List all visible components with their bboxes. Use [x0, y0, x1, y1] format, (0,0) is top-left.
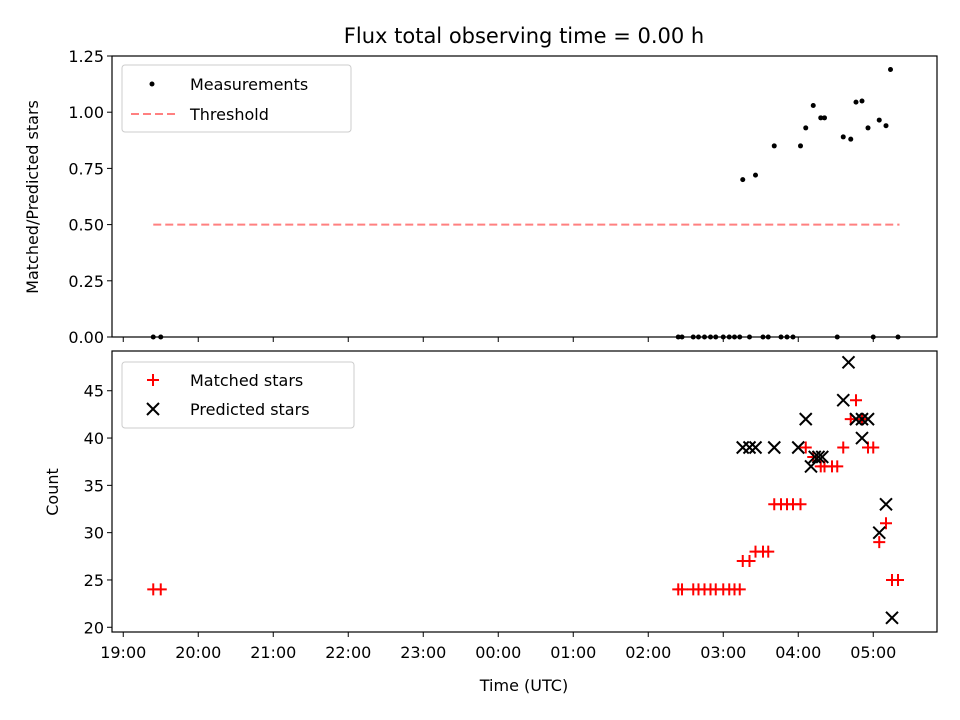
- measurements-point: [803, 125, 809, 131]
- top-plot: 0.00 0.25 0.50 0.75 1.00 1.25: [68, 47, 938, 347]
- predicted-stars-point: [742, 440, 757, 455]
- legend-threshold-label: Threshold: [189, 105, 269, 124]
- y-tick-label: 25: [84, 571, 104, 590]
- x-tick-label: 02:00: [625, 643, 671, 662]
- chart-title: Flux total observing time = 0.00 h: [344, 24, 704, 48]
- x-tick-label: 19:00: [100, 643, 146, 662]
- measurements-point: [859, 98, 865, 104]
- predicted-stars-point: [879, 497, 893, 511]
- x-tick-label: 05:00: [850, 643, 896, 662]
- top-legend-box: [121, 64, 352, 133]
- x-tick-label: 22:00: [325, 643, 371, 662]
- y-tick-label: 0.75: [68, 159, 104, 178]
- measurements-point: [818, 115, 824, 121]
- bottom-legend-box: [121, 361, 355, 429]
- predicted-stars-point: [811, 450, 826, 464]
- matched-stars-point: [880, 517, 892, 530]
- measurements-point: [876, 117, 882, 123]
- matched-stars-point: [867, 441, 880, 454]
- bottom-legend: Matched stars Predicted stars: [121, 361, 355, 429]
- measurements-point: [798, 143, 803, 149]
- predicted-stars-point: [849, 412, 863, 426]
- predicted-stars-point: [836, 393, 850, 407]
- matched-stars-point: [850, 394, 862, 407]
- x-tick-label: 21:00: [250, 643, 296, 662]
- predicted-stars-point: [855, 412, 869, 426]
- predicted-stars-point: [855, 431, 869, 445]
- matched-stars-point: [799, 441, 812, 454]
- matched-stars-point: [837, 441, 850, 454]
- measurements-point: [853, 99, 859, 105]
- legend-measurements-label: Measurements: [190, 75, 308, 94]
- x-tick-label: 20:00: [175, 643, 221, 662]
- measurements-point: [822, 115, 827, 121]
- x-tick-label: 01:00: [550, 643, 596, 662]
- x-axis-label: Time (UTC): [479, 676, 568, 695]
- predicted-stars-point: [804, 459, 818, 474]
- predicted-stars-point: [748, 440, 763, 455]
- matched-stars-point: [743, 555, 756, 568]
- plot-frame: [111, 350, 938, 633]
- x-tick-label: 23:00: [400, 643, 446, 662]
- measurements-point: [865, 125, 871, 131]
- measurements-point: [848, 136, 854, 142]
- legend-predicted-marker: [146, 402, 160, 416]
- y-tick-label: 40: [84, 429, 104, 448]
- predicted-stars-point: [799, 412, 813, 426]
- y-tick-label: 30: [84, 524, 104, 543]
- top-legend: Measurements Threshold: [121, 64, 352, 133]
- predicted-stars-point: [815, 450, 829, 464]
- matched-stars-point: [892, 573, 904, 586]
- measurements-point: [810, 102, 816, 108]
- measurements-point: [883, 123, 889, 129]
- legend-matched-marker: [147, 374, 159, 386]
- top-ylabel: Matched/Predicted stars: [23, 100, 42, 294]
- bottom-ylabel: Count: [43, 468, 62, 516]
- y-tick-label: 20: [84, 618, 104, 637]
- matched-stars-point: [676, 583, 688, 596]
- matched-stars-point: [831, 460, 844, 473]
- predicted-stars-point: [861, 412, 875, 426]
- y-tick-label: 0.50: [68, 216, 104, 235]
- plot-frame: [111, 55, 938, 338]
- predicted-stars-point: [791, 440, 805, 455]
- x-tick-label: 00:00: [475, 643, 521, 662]
- bottom-plot: 20 25 30 35 40 45 19:00 20:00 21:00 22:00 23:00 00:…: [84, 350, 938, 662]
- y-tick-label: 1.00: [68, 103, 104, 122]
- measurements-point: [888, 66, 893, 72]
- legend-predicted-label: Predicted stars: [190, 400, 310, 419]
- y-tick-label: 0.00: [68, 328, 104, 347]
- matched-stars-point: [154, 583, 167, 596]
- x-tick-label: 04:00: [775, 643, 821, 662]
- matched-stars-point: [794, 498, 807, 511]
- y-tick-label: 35: [84, 476, 104, 495]
- x-tick-label: 03:00: [700, 643, 746, 662]
- predicted-stars-point: [767, 440, 781, 455]
- legend-measurements-marker: [149, 81, 155, 87]
- legend-matched-label: Matched stars: [190, 371, 303, 390]
- measurements-point: [753, 172, 758, 178]
- y-tick-label: 1.25: [68, 47, 104, 66]
- measurements-point: [740, 177, 746, 183]
- matched-stars-point: [733, 583, 746, 596]
- matched-stars-point: [873, 536, 886, 549]
- predicted-stars-point: [885, 611, 899, 625]
- y-tick-label: 45: [84, 382, 104, 401]
- predicted-stars-point: [841, 355, 856, 370]
- predicted-stars-point: [872, 525, 886, 540]
- measurements-point: [771, 143, 777, 149]
- measurements-point: [840, 134, 846, 140]
- matched-stars-point: [762, 545, 775, 558]
- y-tick-label: 0.25: [68, 272, 104, 291]
